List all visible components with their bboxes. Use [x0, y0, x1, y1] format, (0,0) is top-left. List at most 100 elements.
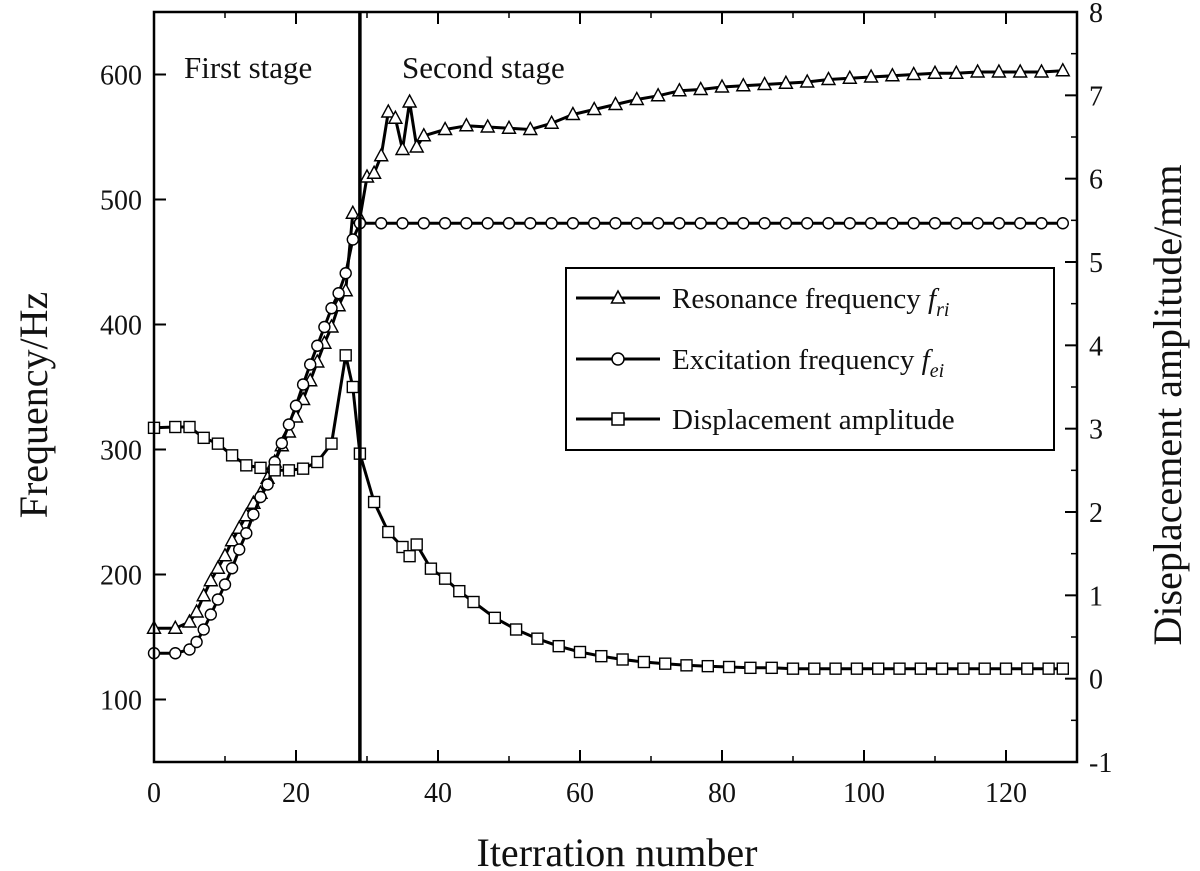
x-tick-label: 80	[708, 778, 736, 809]
data-point-excitation	[630, 217, 643, 230]
data-point-excitation	[843, 217, 856, 230]
legend-text-excitation: Excitation frequency	[672, 344, 922, 376]
data-point-excitation	[694, 217, 707, 230]
data-point-displacement	[509, 623, 523, 636]
data-point-excitation	[417, 217, 430, 230]
data-point-resonance	[181, 613, 198, 628]
data-point-resonance	[735, 77, 751, 92]
data-point-displacement	[268, 464, 281, 477]
data-point-resonance	[565, 106, 581, 121]
data-point-excitation	[609, 217, 622, 230]
data-point-displacement	[367, 495, 381, 509]
data-point-excitation	[289, 399, 303, 412]
data-point-displacement	[552, 639, 565, 653]
data-point-resonance	[586, 101, 602, 116]
data-point-displacement	[424, 562, 438, 575]
legend-entry-excitation: Excitation frequency fei	[576, 344, 944, 382]
data-point-excitation	[715, 217, 729, 230]
data-point-resonance	[458, 117, 475, 132]
series-layer	[146, 62, 1071, 675]
x-axis-label: Iterration number	[477, 830, 758, 871]
data-point-excitation	[183, 643, 196, 656]
data-point-resonance	[416, 127, 432, 142]
legend-text-displacement: Displacement amplitude	[672, 404, 955, 436]
y-left-tick-label: 500	[100, 186, 142, 217]
legend-label-excitation: Excitation frequency fei	[672, 344, 944, 382]
data-point-excitation	[190, 635, 203, 649]
data-point-displacement	[183, 420, 196, 434]
data-point-excitation	[311, 339, 324, 352]
data-point-excitation	[502, 217, 516, 230]
data-point-resonance	[693, 81, 709, 96]
data-point-excitation	[261, 478, 274, 491]
data-point-resonance	[522, 121, 538, 136]
data-point-excitation	[822, 217, 835, 230]
legend-text-resonance: Resonance frequency	[672, 283, 928, 315]
y-right-tick-label: -1	[1089, 748, 1112, 779]
legend-label-resonance: Resonance frequency fri	[672, 283, 949, 321]
square-marker-icon	[611, 412, 625, 426]
data-point-excitation	[481, 217, 494, 230]
data-point-excitation	[651, 217, 665, 230]
data-point-resonance	[842, 69, 858, 84]
data-point-displacement	[893, 662, 906, 675]
data-point-excitation	[886, 217, 899, 230]
data-point-displacement	[240, 459, 253, 472]
data-point-excitation	[524, 217, 537, 230]
legend-entry-displacement: Displacement amplitude	[576, 404, 955, 436]
data-point-resonance	[366, 164, 382, 179]
data-point-displacement	[659, 657, 672, 670]
data-point-excitation	[737, 217, 750, 230]
data-point-displacement	[872, 662, 885, 675]
data-point-excitation	[545, 217, 558, 230]
data-point-excitation	[247, 508, 260, 521]
data-point-resonance	[714, 78, 730, 93]
data-point-displacement	[382, 525, 395, 539]
x-tick-label: 20	[282, 778, 310, 809]
data-point-excitation	[438, 217, 452, 230]
data-point-resonance	[196, 587, 212, 602]
data-point-excitation	[218, 578, 232, 591]
data-point-displacement	[1042, 662, 1055, 675]
data-point-displacement	[744, 661, 757, 675]
data-point-resonance	[437, 121, 453, 136]
data-point-resonance	[799, 73, 815, 88]
data-point-displacement	[225, 449, 239, 462]
data-point-displacement	[722, 660, 736, 674]
x-tick-label: 100	[843, 778, 885, 809]
data-point-displacement	[935, 662, 949, 675]
y-left-tick-label: 400	[100, 311, 142, 342]
data-point-excitation	[758, 217, 771, 230]
data-point-resonance	[345, 204, 361, 219]
data-point-resonance	[188, 603, 205, 618]
circle-marker-icon	[611, 352, 625, 366]
data-point-displacement	[438, 572, 452, 585]
data-point-resonance	[756, 76, 773, 91]
legend: Resonance frequency fri Excitation frequ…	[565, 267, 1055, 451]
x-tick-label: 120	[985, 778, 1027, 809]
data-point-excitation	[240, 527, 253, 540]
data-point-resonance	[1055, 62, 1071, 77]
data-point-excitation	[928, 217, 942, 230]
data-point-excitation	[779, 217, 793, 230]
y-left-tick-label: 300	[100, 436, 142, 467]
data-point-displacement	[573, 645, 587, 659]
data-point-excitation	[211, 593, 225, 606]
data-point-excitation	[254, 490, 267, 504]
y-right-tick-label: 0	[1089, 665, 1103, 696]
data-point-excitation	[296, 378, 310, 391]
data-point-displacement	[211, 437, 225, 450]
data-point-displacement	[254, 461, 267, 475]
data-point-excitation	[971, 217, 984, 230]
data-point-displacement	[616, 653, 629, 666]
y-right-tick-label: 8	[1089, 0, 1103, 29]
data-point-excitation	[1056, 217, 1070, 230]
data-point-displacement	[701, 659, 714, 673]
data-point-excitation	[673, 217, 686, 230]
data-point-excitation	[566, 217, 580, 230]
triangle-marker-icon	[610, 289, 626, 304]
data-point-excitation	[197, 623, 210, 636]
legend-entry-resonance: Resonance frequency fri	[576, 283, 949, 321]
data-point-excitation	[225, 562, 239, 575]
x-tick-label: 0	[147, 778, 161, 809]
